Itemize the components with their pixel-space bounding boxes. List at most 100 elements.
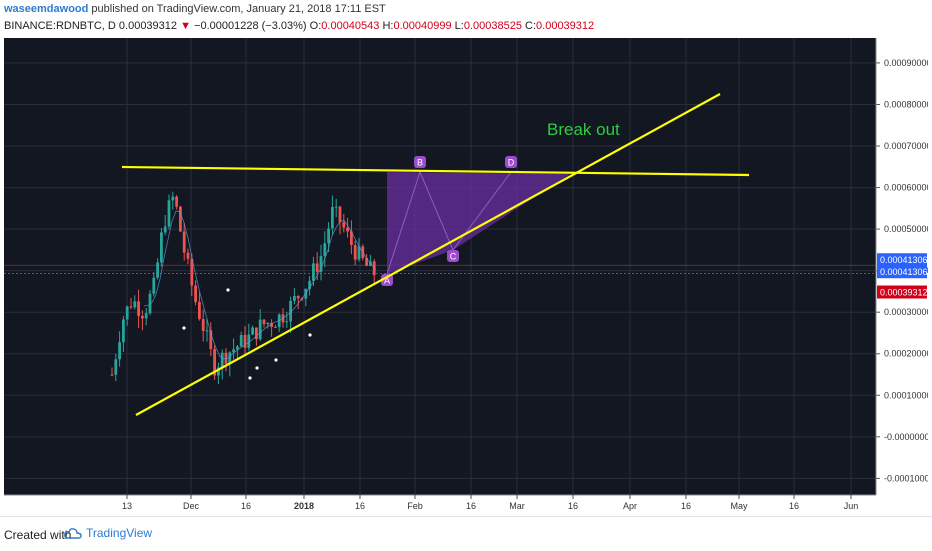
candle-body (163, 226, 167, 233)
candle-body (190, 258, 194, 286)
candle-body (346, 227, 349, 232)
x-tick-label: 16 (568, 501, 578, 511)
support-trendline (135, 93, 721, 416)
candle-body (236, 346, 239, 350)
candle-body (247, 334, 251, 348)
candle-body (114, 359, 118, 375)
candle-body (251, 327, 254, 335)
candle-body (220, 352, 224, 368)
candle-body (334, 206, 338, 208)
ohlc-open-label: O: (309, 20, 322, 32)
pattern-path (386, 170, 512, 275)
y-tick-label: 0.00060000 (884, 183, 928, 193)
candle-body (156, 262, 159, 278)
pattern-point-badge (505, 156, 517, 168)
candle-body (194, 285, 197, 302)
candle-body (285, 321, 289, 323)
x-tick-label: 16 (789, 501, 799, 511)
candle-body (213, 349, 216, 376)
pattern-fill-area (387, 172, 570, 274)
tradingview-cloud-icon (64, 528, 82, 539)
tradingview-name: TradingView (86, 526, 153, 540)
price-tag-label: 0.00041306 (880, 267, 928, 277)
y-tick-label: 0.00020000 (884, 349, 928, 359)
pattern-point-label: B (417, 158, 423, 168)
candle-body (258, 319, 262, 340)
candle-body (312, 263, 315, 281)
break-out-annotation: Break out (547, 120, 620, 139)
plot-background (4, 38, 876, 495)
candle-body (182, 231, 186, 253)
candle-body (141, 315, 144, 319)
candle-body (129, 306, 133, 308)
candle-body (217, 367, 220, 376)
indicator-dot (226, 288, 230, 292)
pattern-point-badge (447, 250, 459, 262)
price-change: −0.00001228 (−3.03%) (194, 20, 307, 32)
candle-body (372, 261, 376, 276)
candle-body (315, 263, 319, 272)
x-tick-label: 16 (355, 501, 365, 511)
candle-body (209, 330, 213, 350)
ohlc-close-value: 0.00039312 (536, 20, 595, 32)
price-tag (877, 253, 927, 267)
x-tick-label: May (730, 501, 748, 511)
x-tick-label: Mar (509, 501, 525, 511)
candle-body (125, 306, 129, 320)
candle-body (365, 258, 368, 266)
candle-body (148, 293, 152, 314)
published-text: published on TradingView.com, January 21… (91, 3, 386, 15)
ohlc-high-label: H: (382, 20, 394, 32)
indicator-dot (308, 333, 312, 337)
footer: Created with TradingView (0, 516, 932, 551)
y-tick-label: -0.00010000 (884, 473, 928, 483)
x-tick-label: 16 (241, 501, 251, 511)
y-tick-label: 0.00080000 (884, 99, 928, 109)
price-tag (877, 285, 927, 299)
candle-body (243, 334, 247, 348)
candle-body (118, 342, 121, 360)
candle-body (350, 231, 353, 246)
candle-body (179, 206, 182, 232)
candle-body (304, 288, 308, 299)
indicator-dot (255, 366, 259, 370)
x-tick-label: 16 (466, 501, 476, 511)
tradingview-brand-link[interactable]: TradingView (64, 526, 152, 540)
candle-body (338, 206, 342, 223)
ohlc-low-value: 0.00038525 (463, 20, 522, 32)
candle-body (353, 245, 357, 260)
candle-body (277, 314, 281, 328)
y-tick-label: -0.00000000 (884, 432, 928, 442)
y-tick-label: 0.00090000 (884, 58, 928, 68)
y-tick-label: 0.00070000 (884, 141, 928, 151)
author-link[interactable]: waseemdawood (4, 3, 89, 15)
chart-area[interactable]: 0.00090000 0.00080000 0.00070000 0.00060000… (4, 38, 932, 516)
candle-body (201, 318, 205, 331)
ohlc-open-value: 0.00040543 (321, 20, 380, 32)
candle-body (160, 232, 163, 263)
candle-body (296, 296, 300, 299)
price-chart[interactable]: 0.00090000 0.00080000 0.00070000 0.00060000… (4, 38, 932, 516)
x-tick-label: 16 (681, 501, 691, 511)
candle-body (327, 228, 330, 244)
candle-body (266, 322, 270, 325)
candle-body (255, 327, 258, 340)
candle-body (323, 243, 327, 257)
candle-body (270, 322, 273, 327)
candle-body (137, 301, 140, 316)
candle-body (319, 256, 323, 272)
pattern-point-badge (381, 274, 393, 286)
ohlc-high-value: 0.00040999 (393, 20, 452, 32)
candle-body (133, 301, 137, 308)
candle-body (167, 200, 171, 227)
pattern-point-label: A (384, 276, 390, 286)
candle-body (289, 300, 292, 322)
x-tick-label: Feb (407, 501, 423, 511)
y-tick-label: 0.00050000 (884, 224, 928, 234)
candle-body (205, 330, 209, 332)
candle-body (228, 352, 232, 364)
candle-body (239, 334, 243, 347)
candle-body (110, 374, 114, 376)
price-tag-label: 0.00041306 (880, 255, 928, 265)
price-tag (877, 265, 927, 279)
